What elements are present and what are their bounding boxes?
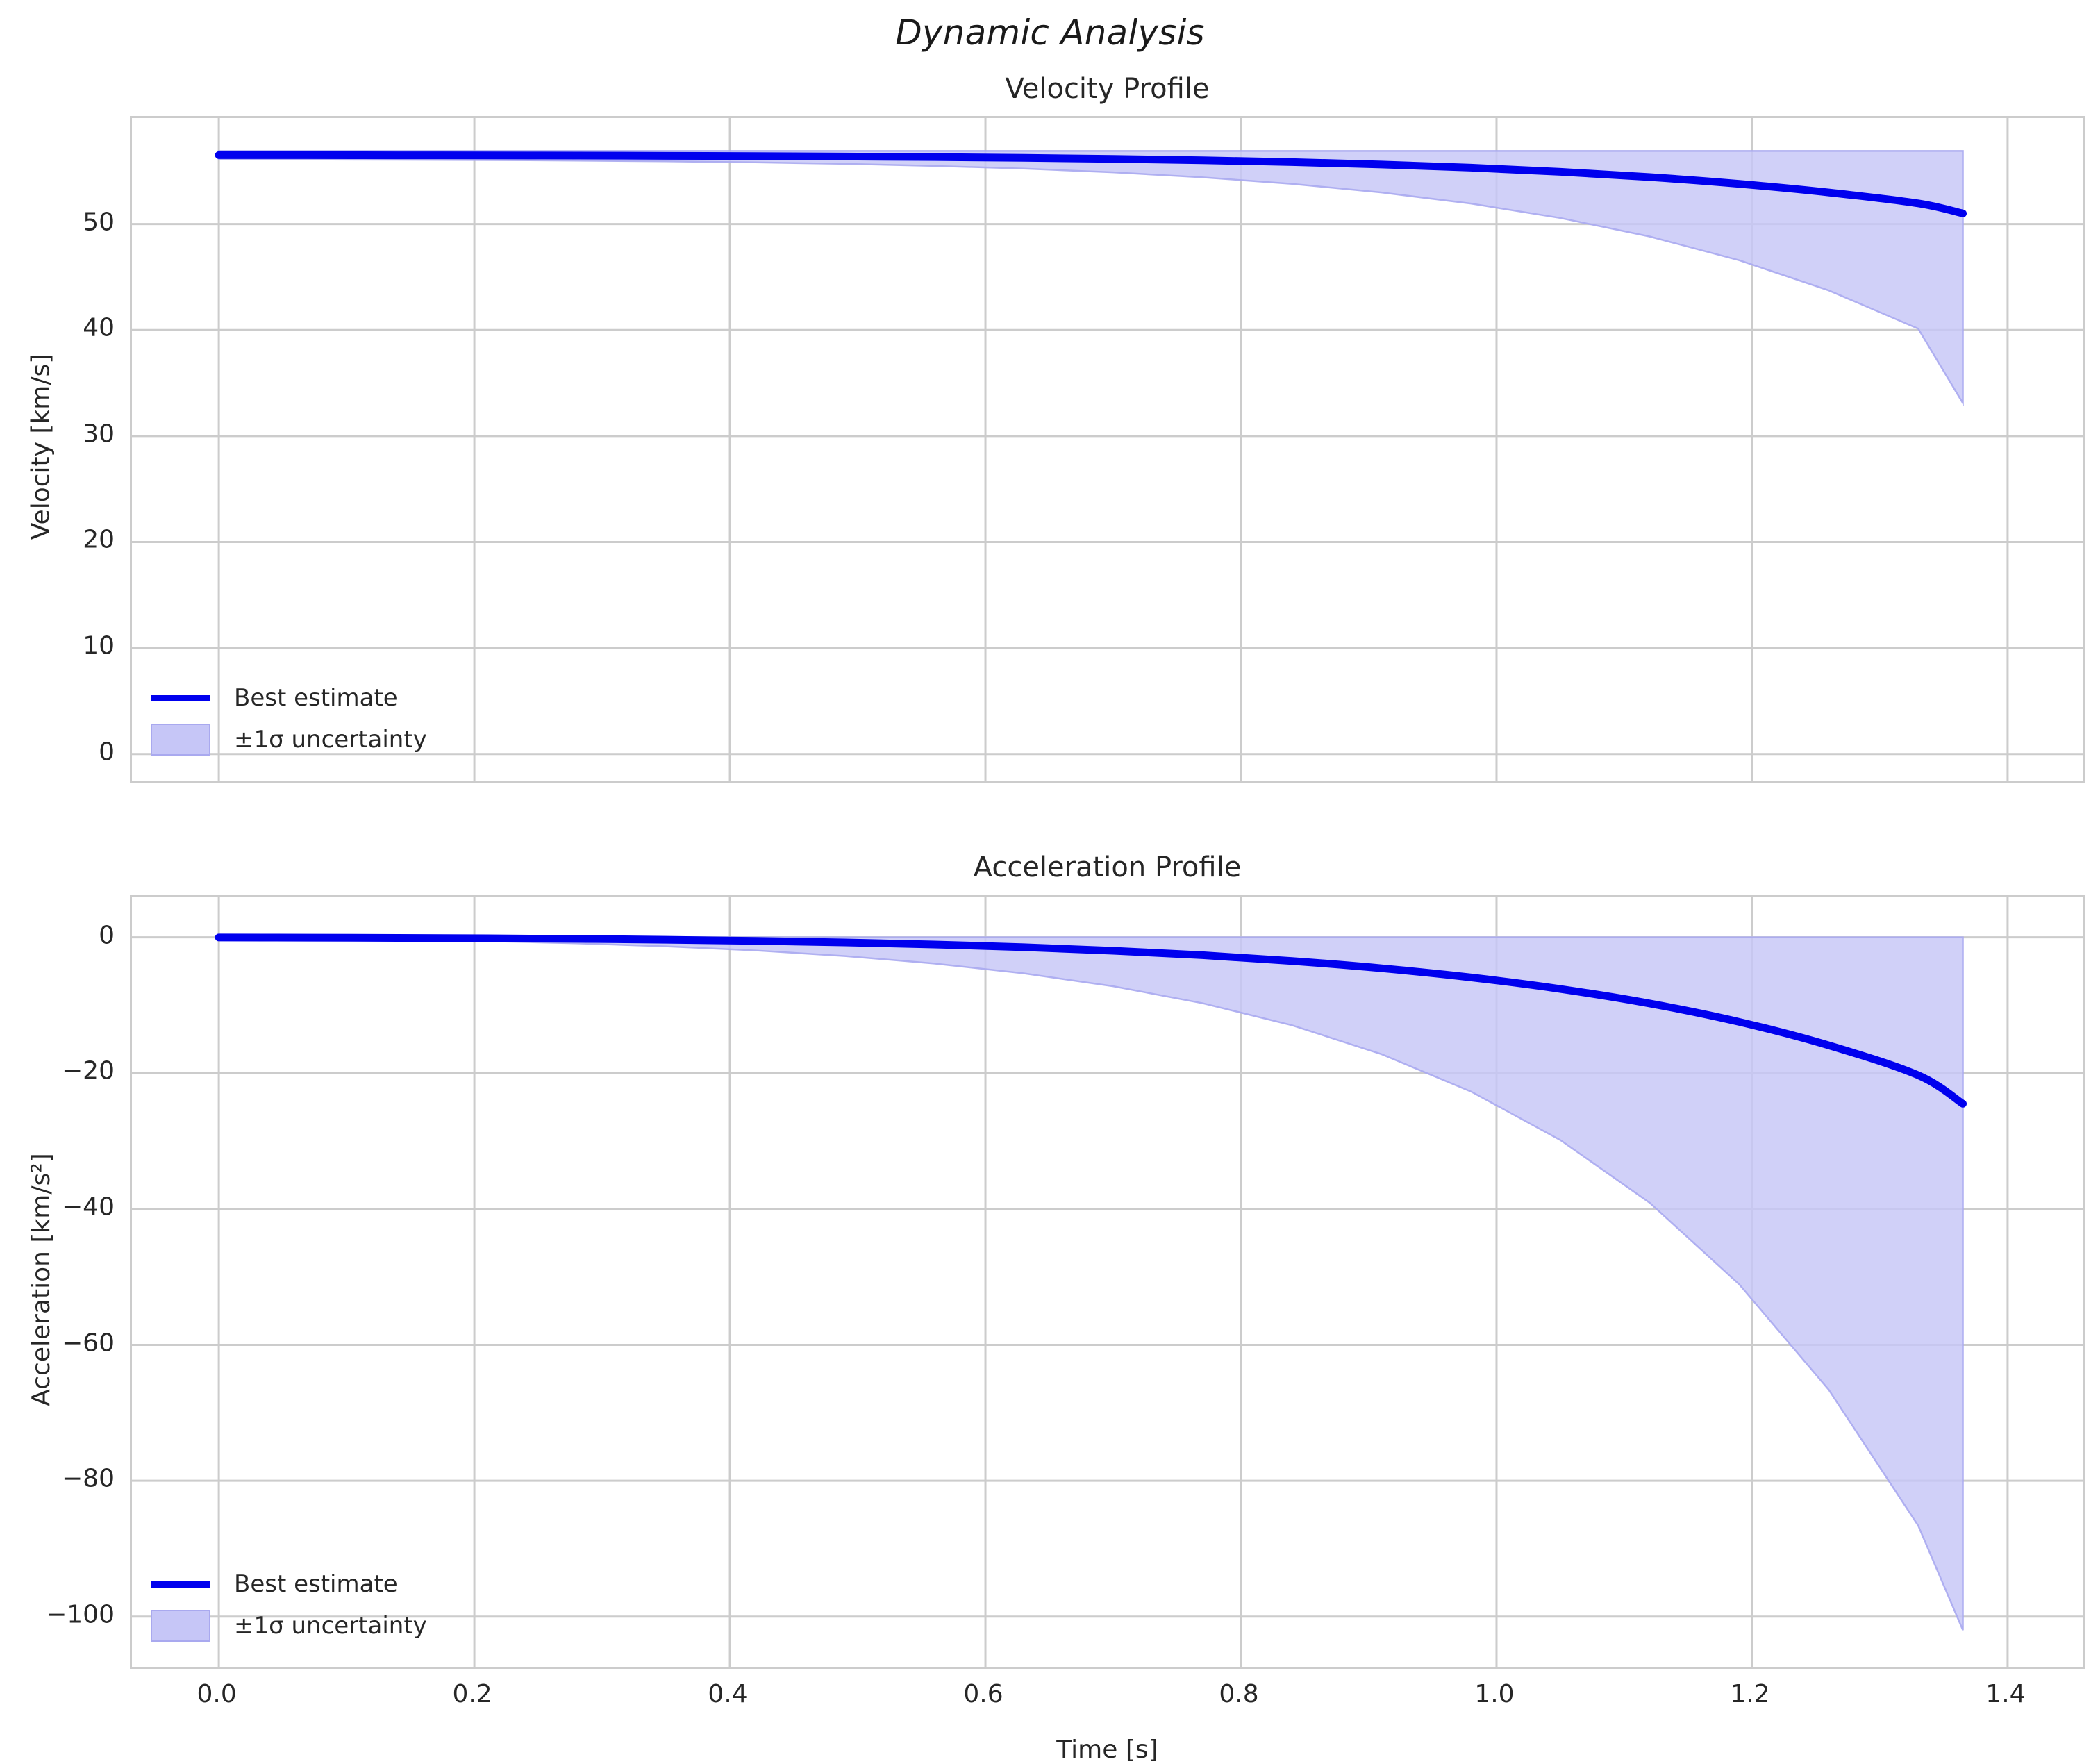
x-tick-label: 1.4	[1985, 1680, 2026, 1708]
legend-item-best-estimate[interactable]: Best estimate	[142, 677, 427, 719]
y-ticklabels-velocity: 0 10 20 30 40 50	[0, 116, 115, 783]
x-axis-label: Time [s]	[1056, 1736, 1158, 1764]
figure-canvas: Dynamic Analysis Velocity Profile Veloci…	[0, 13, 2085, 1764]
plot-area-velocity[interactable]	[130, 116, 2085, 783]
x-tick-label: 0.0	[197, 1680, 237, 1708]
line-swatch-icon	[142, 694, 219, 701]
y-tick-label: 10	[83, 631, 115, 660]
y-tick-label: −100	[46, 1600, 115, 1629]
y-tick-label: −80	[62, 1464, 115, 1493]
y-tick-label: −20	[62, 1056, 115, 1085]
legend-label-uncertainty: ±1σ uncertainty	[234, 726, 427, 754]
legend-velocity[interactable]: Best estimate ±1σ uncertainty	[142, 677, 427, 760]
subplot-velocity: Velocity Profile Velocity [km/s] 0 10 20 30…	[0, 73, 2085, 783]
x-tick-label: 1.2	[1730, 1680, 1770, 1708]
legend-label-uncertainty: ±1σ uncertainty	[234, 1612, 427, 1640]
subplot-title-acceleration: Acceleration Profile	[973, 851, 1242, 883]
y-tick-label: 0	[99, 738, 115, 767]
x-tick-label: 1.0	[1474, 1680, 1515, 1708]
patch-swatch-icon	[142, 724, 219, 756]
legend-acceleration[interactable]: Best estimate ±1σ uncertainty	[142, 1563, 427, 1647]
acceleration-plot-svg	[132, 897, 2083, 1667]
legend-label-best-estimate: Best estimate	[234, 684, 398, 712]
x-tick-label: 0.6	[963, 1680, 1003, 1708]
patch-swatch-icon	[142, 1610, 219, 1642]
legend-item-uncertainty[interactable]: ±1σ uncertainty	[142, 719, 427, 760]
y-tick-label: 30	[83, 419, 115, 449]
line-swatch-icon	[142, 1581, 219, 1588]
legend-item-best-estimate[interactable]: Best estimate	[142, 1563, 427, 1605]
legend-label-best-estimate: Best estimate	[234, 1570, 398, 1598]
subplot-acceleration: Acceleration Profile Acceleration [km/s²…	[0, 851, 2085, 1764]
y-ticklabels-acceleration: 0 −20 −40 −60 −80 −100	[0, 895, 115, 1669]
x-tick-label: 0.4	[708, 1680, 748, 1708]
y-tick-label: −40	[62, 1192, 115, 1222]
y-tick-label: 50	[83, 208, 115, 237]
y-tick-label: −60	[62, 1329, 115, 1358]
plot-area-acceleration[interactable]	[130, 895, 2085, 1669]
x-tick-label: 0.2	[452, 1680, 492, 1708]
x-ticklabels-acceleration: 0.0 0.2 0.4 0.6 0.8 1.0 1.2 1.4	[130, 1680, 2085, 1719]
y-tick-label: 20	[83, 525, 115, 554]
velocity-plot-svg	[132, 118, 2083, 781]
figure-suptitle: Dynamic Analysis	[895, 13, 1205, 53]
legend-item-uncertainty[interactable]: ±1σ uncertainty	[142, 1605, 427, 1647]
y-tick-label: 0	[99, 921, 115, 950]
y-tick-label: 40	[83, 313, 115, 342]
subplot-title-velocity: Velocity Profile	[1005, 73, 1210, 105]
x-tick-label: 0.8	[1219, 1680, 1259, 1708]
